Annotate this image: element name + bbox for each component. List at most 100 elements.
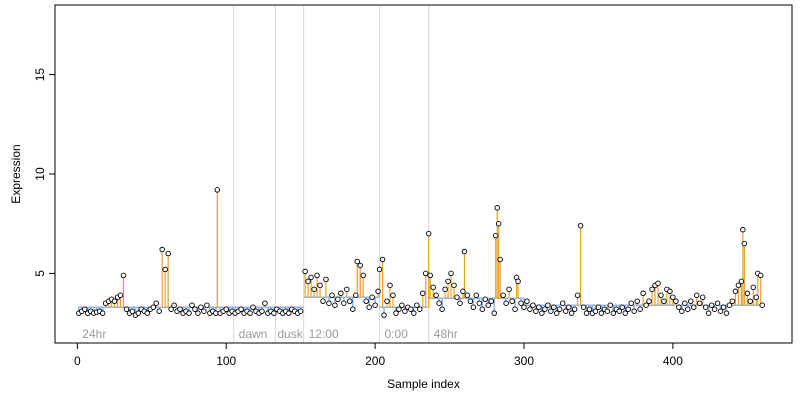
data-point-179 (592, 308, 599, 314)
data-point-150 (509, 298, 515, 304)
data-point-175 (580, 304, 587, 310)
data-point-78 (308, 274, 314, 281)
data-point-118 (422, 270, 429, 277)
data-point-43 (204, 302, 210, 308)
data-point-106 (387, 282, 393, 289)
data-point-85 (329, 292, 335, 299)
data-point-127 (448, 270, 454, 277)
data-point-174 (577, 222, 584, 229)
data-point-211 (688, 298, 694, 304)
x-tick-label-1: 100 (216, 354, 236, 368)
data-point-100 (372, 302, 378, 308)
data-point-195 (640, 290, 646, 297)
data-point-82 (320, 298, 326, 304)
data-point-104 (381, 312, 387, 318)
data-point-113 (408, 306, 414, 312)
data-point-32 (171, 302, 177, 308)
data-point-194 (637, 306, 643, 312)
baseline-segments (78, 296, 763, 308)
data-point-139 (482, 296, 489, 303)
data-point-62 (259, 308, 265, 314)
data-point-84 (326, 300, 332, 306)
data-point-226 (732, 288, 739, 295)
data-point-95 (357, 262, 363, 269)
data-point-132 (461, 248, 468, 255)
data-point-206 (673, 298, 679, 304)
data-point-233 (750, 284, 757, 291)
data-point-218 (708, 302, 715, 308)
data-point-215 (699, 294, 706, 301)
data-point-89 (341, 300, 347, 306)
data-point-234 (753, 294, 760, 301)
data-point-108 (393, 310, 399, 316)
y-tick-label-1: 10 (33, 167, 47, 181)
data-point-172 (571, 306, 578, 312)
data-point-55 (238, 306, 244, 312)
data-point-167 (556, 306, 563, 312)
data-point-229 (740, 226, 746, 233)
group-label-3: 12:00 (309, 327, 339, 341)
x-axis: 0 100 200 300 400 (74, 342, 683, 368)
data-point-227 (735, 282, 742, 289)
data-point-185 (610, 310, 617, 316)
y-axis-title: Expression (9, 144, 23, 203)
data-point-209 (682, 300, 688, 306)
data-point-201 (658, 292, 664, 299)
data-point-102 (376, 266, 383, 273)
data-point-14 (117, 292, 124, 299)
data-point-20 (135, 310, 142, 316)
data-point-58 (247, 310, 253, 316)
data-point-158 (530, 302, 536, 308)
data-point-163 (545, 302, 551, 308)
data-point-63 (262, 300, 268, 306)
data-point-148 (503, 300, 509, 306)
data-point-38 (189, 302, 195, 308)
data-point-149 (506, 286, 512, 293)
data-point-105 (384, 298, 390, 304)
data-point-130 (457, 300, 463, 306)
data-point-122 (433, 292, 439, 299)
data-point-129 (454, 294, 460, 301)
data-point-115 (414, 302, 420, 308)
x-axis-title: Sample index (387, 377, 460, 391)
data-point-107 (390, 292, 396, 299)
group-label-0: 24hr (82, 327, 106, 341)
data-point-220 (714, 300, 721, 306)
data-point-190 (625, 306, 631, 312)
data-point-99 (369, 294, 375, 301)
data-point-217 (705, 310, 712, 316)
data-point-128 (451, 282, 457, 289)
data-point-177 (586, 306, 593, 312)
data-point-133 (464, 292, 471, 299)
data-point-126 (445, 278, 451, 285)
data-point-37 (186, 310, 192, 316)
data-point-96 (360, 272, 366, 279)
data-point-147 (500, 292, 506, 299)
x-tick-label-4: 400 (663, 354, 683, 368)
data-point-223 (723, 310, 730, 316)
group-label-4: 0:00 (385, 327, 409, 341)
data-point-142 (491, 310, 497, 316)
data-point-34 (177, 306, 183, 312)
data-point-46 (213, 310, 219, 316)
data-point-193 (634, 298, 640, 304)
group-labels: 24hr dawn dusk 12:00 0:00 48hr (82, 327, 457, 341)
data-point-159 (533, 308, 539, 314)
data-point-87 (335, 296, 341, 303)
data-point-91 (347, 298, 353, 304)
data-point-110 (399, 302, 405, 308)
data-point-59 (250, 304, 256, 310)
data-point-188 (619, 304, 626, 310)
data-point-170 (565, 304, 572, 310)
data-point-114 (411, 310, 417, 316)
data-point-161 (539, 310, 545, 316)
data-point-219 (711, 306, 718, 312)
data-point-166 (554, 310, 560, 316)
data-point-153 (515, 278, 521, 285)
data-point-117 (420, 290, 426, 297)
data-point-76 (302, 268, 308, 275)
data-point-191 (628, 300, 634, 306)
x-tick-label-2: 200 (365, 354, 385, 368)
